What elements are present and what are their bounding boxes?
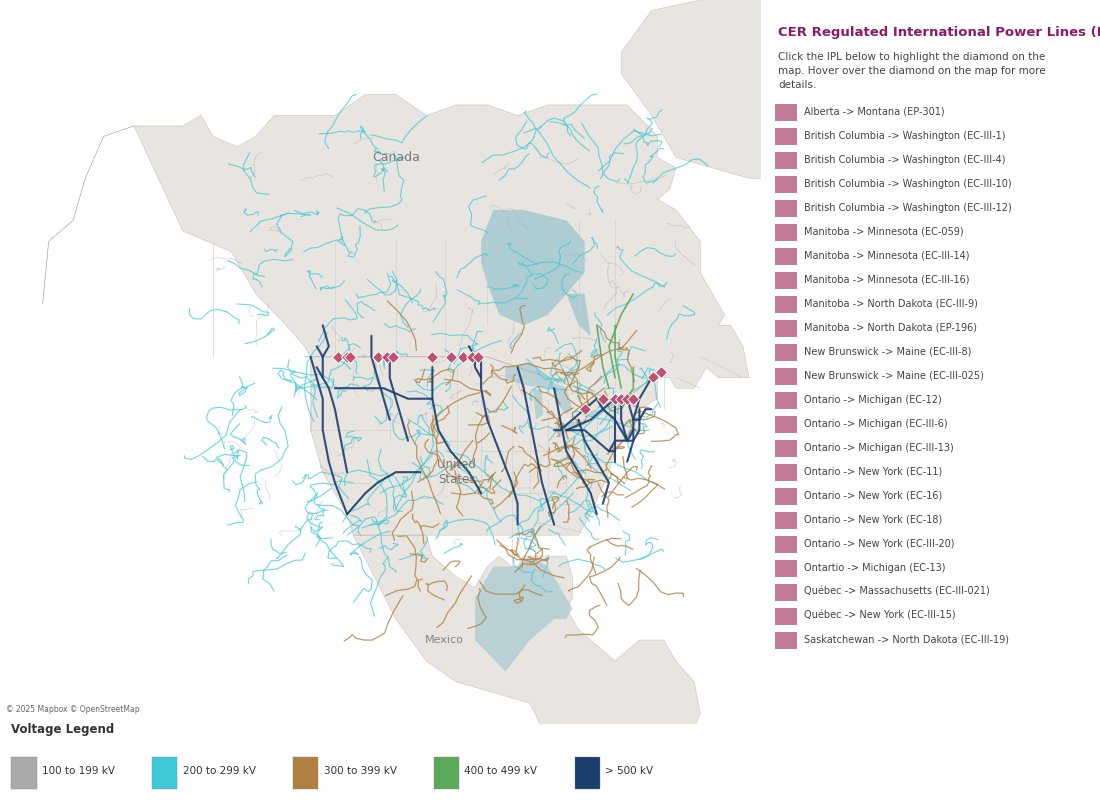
Text: Mexico: Mexico — [425, 635, 464, 645]
FancyBboxPatch shape — [774, 440, 796, 457]
FancyBboxPatch shape — [774, 560, 796, 577]
Text: Ontario -> New York (EC-11): Ontario -> New York (EC-11) — [803, 467, 942, 477]
Text: Manitoba -> Minnesota (EC-059): Manitoba -> Minnesota (EC-059) — [803, 227, 964, 237]
Text: Ontario -> New York (EC-16): Ontario -> New York (EC-16) — [803, 491, 942, 501]
FancyBboxPatch shape — [574, 757, 600, 789]
Polygon shape — [532, 388, 543, 420]
Text: Alberta -> Montana (EP-301): Alberta -> Montana (EP-301) — [803, 107, 944, 117]
Polygon shape — [475, 556, 572, 671]
Text: Ontartio -> Michigan (EC-13): Ontartio -> Michigan (EC-13) — [803, 563, 945, 573]
Polygon shape — [481, 210, 584, 326]
FancyBboxPatch shape — [293, 757, 318, 789]
Text: United
States: United States — [438, 458, 476, 486]
FancyBboxPatch shape — [774, 152, 796, 169]
Polygon shape — [621, 0, 956, 178]
Text: Ontario -> Michigan (EC-III-6): Ontario -> Michigan (EC-III-6) — [803, 419, 947, 429]
Polygon shape — [505, 362, 554, 388]
Text: Canada: Canada — [372, 151, 420, 164]
FancyBboxPatch shape — [774, 320, 796, 337]
Text: Ontario -> New York (EC-18): Ontario -> New York (EC-18) — [803, 515, 942, 525]
Text: > 500 kV: > 500 kV — [605, 766, 653, 776]
Text: Saskatchewan -> North Dakota (EC-III-19): Saskatchewan -> North Dakota (EC-III-19) — [803, 635, 1009, 645]
Text: New Brunswick -> Maine (EC-III-8): New Brunswick -> Maine (EC-III-8) — [803, 347, 971, 357]
FancyBboxPatch shape — [774, 464, 796, 481]
Text: British Columbia -> Washington (EC-III-10): British Columbia -> Washington (EC-III-1… — [803, 179, 1011, 189]
FancyBboxPatch shape — [774, 512, 796, 529]
FancyBboxPatch shape — [774, 608, 796, 625]
Polygon shape — [566, 294, 591, 336]
Text: Voltage Legend: Voltage Legend — [11, 723, 114, 736]
FancyBboxPatch shape — [774, 392, 796, 409]
FancyBboxPatch shape — [774, 200, 796, 217]
FancyBboxPatch shape — [774, 296, 796, 313]
Polygon shape — [558, 420, 584, 435]
Text: © 2025 Mapbox © OpenStreetMap: © 2025 Mapbox © OpenStreetMap — [7, 705, 140, 714]
Text: 200 to 299 kV: 200 to 299 kV — [183, 766, 255, 776]
FancyBboxPatch shape — [774, 128, 796, 145]
FancyBboxPatch shape — [774, 176, 796, 193]
Text: Québec -> New York (EC-III-15): Québec -> New York (EC-III-15) — [803, 611, 955, 621]
Text: British Columbia -> Washington (EC-III-1): British Columbia -> Washington (EC-III-1… — [803, 131, 1005, 141]
Text: 400 to 499 kV: 400 to 499 kV — [464, 766, 537, 776]
Text: Québec -> Massachusetts (EC-III-021): Québec -> Massachusetts (EC-III-021) — [803, 587, 989, 597]
FancyBboxPatch shape — [433, 757, 459, 789]
FancyBboxPatch shape — [774, 248, 796, 265]
FancyBboxPatch shape — [774, 632, 796, 649]
Text: Manitoba -> North Dakota (EC-III-9): Manitoba -> North Dakota (EC-III-9) — [803, 299, 978, 309]
Text: British Columbia -> Washington (EC-III-12): British Columbia -> Washington (EC-III-1… — [803, 203, 1011, 213]
FancyBboxPatch shape — [152, 757, 177, 789]
Text: Click the IPL below to highlight the diamond on the
map. Hover over the diamond : Click the IPL below to highlight the dia… — [778, 52, 1046, 90]
FancyBboxPatch shape — [774, 368, 796, 385]
Text: New Brunswick -> Maine (EC-III-025): New Brunswick -> Maine (EC-III-025) — [803, 371, 983, 381]
Text: CER Regulated International Power Lines (IPL): CER Regulated International Power Lines … — [778, 26, 1100, 38]
Polygon shape — [43, 94, 749, 787]
Polygon shape — [582, 410, 603, 418]
Text: Manitoba -> Minnesota (EC-III-14): Manitoba -> Minnesota (EC-III-14) — [803, 251, 969, 261]
FancyBboxPatch shape — [774, 584, 796, 601]
Text: 300 to 399 kV: 300 to 399 kV — [323, 766, 396, 776]
Polygon shape — [554, 383, 572, 414]
FancyBboxPatch shape — [774, 536, 796, 553]
FancyBboxPatch shape — [774, 488, 796, 505]
FancyBboxPatch shape — [774, 224, 796, 241]
Text: Ontario -> New York (EC-III-20): Ontario -> New York (EC-III-20) — [803, 539, 954, 549]
FancyBboxPatch shape — [774, 416, 796, 433]
Text: British Columbia -> Washington (EC-III-4): British Columbia -> Washington (EC-III-4… — [803, 155, 1005, 165]
FancyBboxPatch shape — [774, 104, 796, 121]
FancyBboxPatch shape — [11, 757, 36, 789]
Text: Ontario -> Michigan (EC-12): Ontario -> Michigan (EC-12) — [803, 395, 942, 405]
FancyBboxPatch shape — [774, 344, 796, 361]
Text: 100 to 199 kV: 100 to 199 kV — [42, 766, 114, 776]
Text: Ontario -> Michigan (EC-III-13): Ontario -> Michigan (EC-III-13) — [803, 443, 954, 453]
Text: Manitoba -> North Dakota (EP-196): Manitoba -> North Dakota (EP-196) — [803, 323, 977, 333]
Text: Manitoba -> Minnesota (EC-III-16): Manitoba -> Minnesota (EC-III-16) — [803, 275, 969, 285]
FancyBboxPatch shape — [774, 272, 796, 289]
